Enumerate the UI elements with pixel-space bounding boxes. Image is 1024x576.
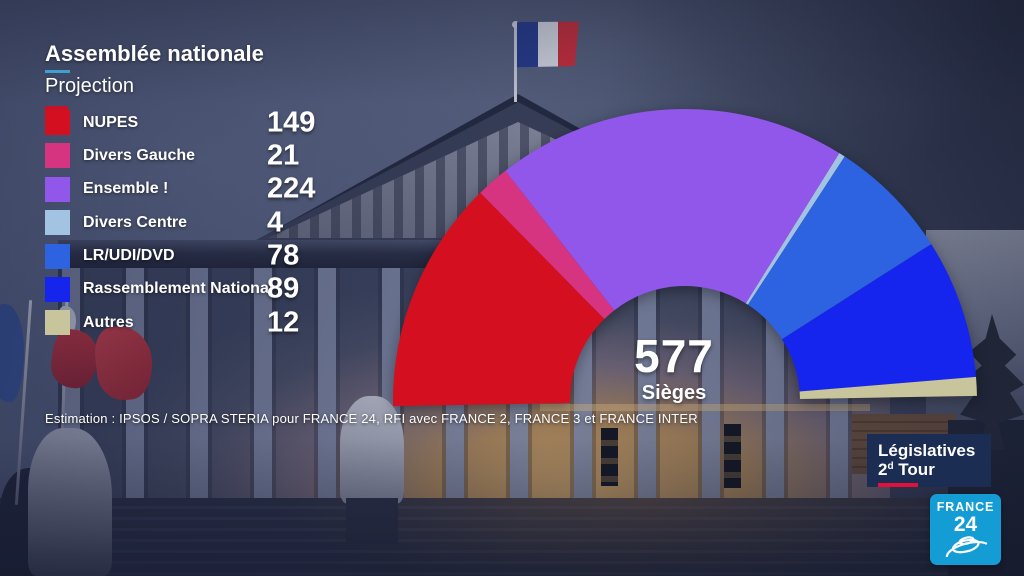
legend-swatch — [45, 276, 70, 302]
round-number: 2 — [878, 460, 888, 479]
hemicycle-segment-rassemblement-national — [781, 244, 976, 392]
title-accent-red — [45, 106, 68, 111]
logo-text-france: FRANCE — [936, 499, 995, 514]
ripple-icon — [945, 536, 987, 558]
party-legend: NUPES 149 Divers Gauche 21 Ensemble ! 224 Dive… — [45, 106, 315, 338]
legend-swatch — [45, 143, 70, 169]
hemicycle-segment-divers-gauche — [480, 170, 615, 319]
hemicycle-segment-divers-centre — [745, 153, 845, 305]
event-badge-line1: Législatives — [878, 441, 976, 460]
event-badge-accent-bar — [878, 483, 918, 487]
legend-item-autres: Autres 12 — [45, 306, 299, 338]
legend-item-divers-centre: Divers Centre 4 — [45, 206, 283, 238]
page-title: Assemblée nationale — [45, 41, 264, 66]
legend-swatch — [45, 243, 70, 269]
legend-label: Autres — [83, 313, 134, 331]
legend-item-ensemble: Ensemble ! 224 — [45, 173, 315, 205]
total-seats-unit: Sièges — [641, 382, 707, 404]
hemicycle-segment-nupes — [392, 192, 605, 407]
total-seats-label: 577 Sièges — [634, 333, 714, 403]
event-badge-line2: 2d Tour — [878, 461, 991, 478]
legend-value: 89 — [267, 272, 300, 305]
round-ordinal: d — [887, 461, 894, 472]
legend-item-lr-udi-dvd: LR/UDI/DVD 78 — [45, 240, 299, 272]
legend-value: 12 — [267, 306, 300, 339]
total-seats-value: 577 — [634, 330, 714, 382]
legend-value: 78 — [267, 239, 300, 272]
legend-label: Divers Gauche — [83, 146, 196, 164]
legend-label: LR/UDI/DVD — [83, 247, 175, 265]
hemicycle-segment-ensemble — [505, 109, 840, 311]
legend-value: 149 — [267, 106, 316, 138]
legend-swatch — [45, 310, 70, 336]
logo-text-24: 24 — [953, 513, 978, 537]
event-badge: Législatives 2d Tour — [867, 434, 991, 487]
legend-label: NUPES — [83, 113, 139, 131]
legend-value: 21 — [267, 139, 300, 172]
legend-swatch — [45, 110, 70, 135]
round-word: Tour — [893, 460, 935, 479]
legend-value: 224 — [267, 172, 316, 205]
legend-swatch — [45, 210, 70, 236]
legend-label: Ensemble ! — [83, 180, 169, 198]
hemicycle-segment-autres — [799, 376, 977, 399]
legend-item-divers-gauche: Divers Gauche 21 — [45, 139, 299, 171]
legend-item-rassemblement-national: Rassemblement National 89 — [45, 273, 299, 305]
header: Assemblée nationale Projection — [45, 41, 264, 111]
page-subtitle: Projection — [45, 75, 134, 98]
hemicycle-segment-lr-udi-dvd — [747, 156, 932, 340]
legend-label: Divers Centre — [83, 213, 188, 231]
france24-logo: FRANCE 24 — [930, 494, 1001, 565]
legend-value: 4 — [267, 206, 284, 239]
estimation-source-text: Estimation : IPSOS / SOPRA STERIA pour F… — [45, 411, 698, 426]
legend-label: Rassemblement National — [83, 280, 274, 298]
legend-swatch — [45, 176, 70, 202]
title-accent-blue — [45, 70, 70, 74]
legend-item-nupes: NUPES 149 — [45, 106, 315, 138]
